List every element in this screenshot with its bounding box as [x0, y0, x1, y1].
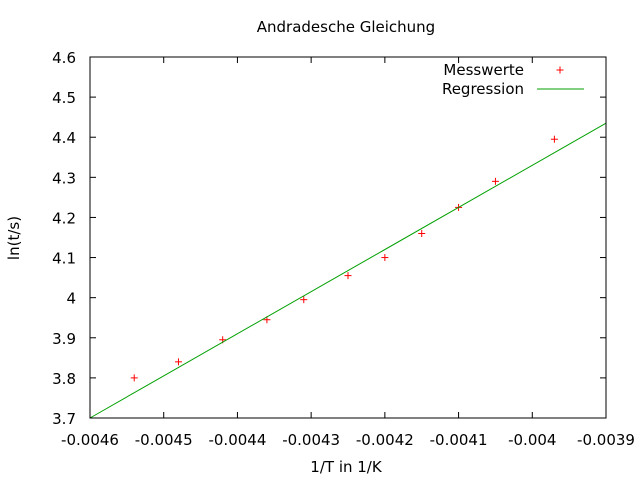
data-point — [418, 229, 426, 237]
legend-marker-sample — [556, 66, 564, 74]
x-tick-label: -0.0044 — [208, 431, 266, 449]
plot-frame — [89, 56, 607, 419]
y-axis-label: ln(t/s) — [5, 216, 23, 260]
data-point — [550, 135, 558, 143]
y-tick-label: 4.3 — [52, 169, 76, 187]
x-axis-label: 1/T in 1/K — [310, 458, 383, 476]
x-tick-label: -0.0041 — [430, 431, 488, 449]
y-tick-labels: 3.7 3.8 3.9 4 4.1 4.2 4.3 4.4 4.5 4.6 — [52, 49, 76, 428]
data-point — [174, 358, 182, 366]
chart-title: Andradesche Gleichung — [257, 18, 435, 36]
data-point — [130, 374, 138, 382]
y-tick-label: 4.1 — [52, 250, 76, 268]
y-tick-label: 4.5 — [52, 89, 76, 107]
plot-area — [89, 122, 607, 419]
x-tick-label: -0.0042 — [356, 431, 414, 449]
y-tick-label: 4.2 — [52, 209, 76, 227]
x-tick-labels: -0.0046 -0.0045 -0.0044 -0.0043 -0.0042 -0.00… — [61, 431, 635, 449]
data-point — [491, 177, 499, 185]
data-point — [300, 296, 308, 304]
y-tick-label: 3.7 — [52, 410, 76, 428]
x-tick-label: -0.0046 — [61, 431, 119, 449]
x-tick-label: -0.0039 — [577, 431, 635, 449]
legend-label: Regression — [442, 80, 524, 98]
x-tick-label: -0.0043 — [282, 431, 340, 449]
data-point — [381, 254, 389, 262]
x-tick-label: -0.0045 — [135, 431, 193, 449]
y-tick-label: 4 — [66, 290, 76, 308]
y-tick-label: 4.6 — [52, 49, 76, 67]
y-tick-label: 4.4 — [52, 129, 76, 147]
tick-marks — [89, 56, 607, 419]
data-point — [344, 272, 352, 280]
y-tick-label: 3.9 — [52, 330, 76, 348]
x-tick-label: -0.004 — [508, 431, 556, 449]
legend-label: Messwerte — [443, 61, 524, 79]
regression-line — [89, 122, 607, 419]
y-tick-label: 3.8 — [52, 370, 76, 388]
